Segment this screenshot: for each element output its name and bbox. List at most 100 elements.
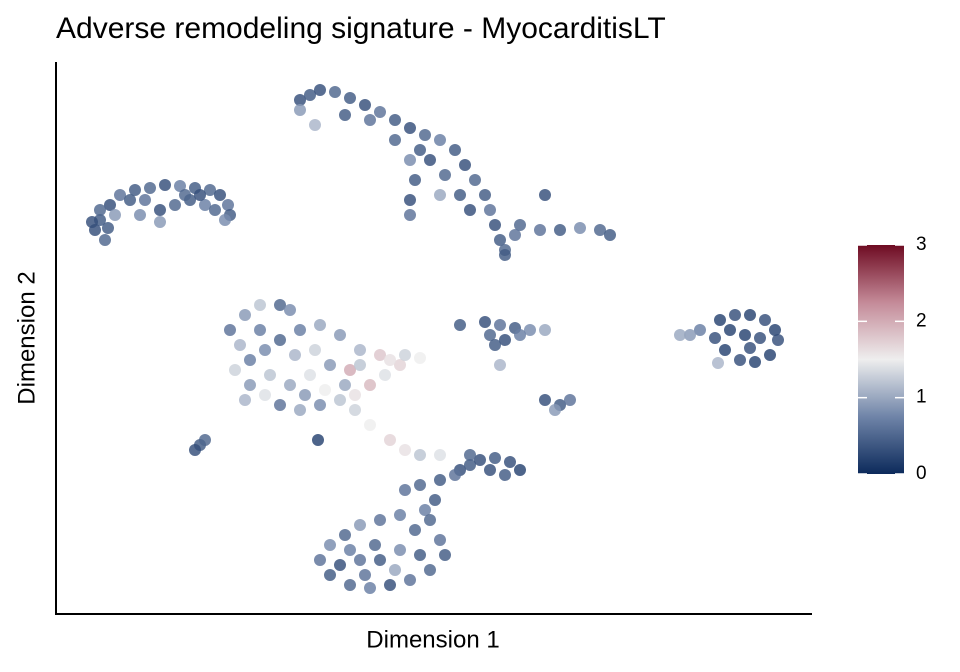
point bbox=[759, 314, 771, 326]
point bbox=[489, 339, 501, 351]
point bbox=[394, 359, 406, 371]
point bbox=[489, 219, 501, 231]
point bbox=[284, 304, 296, 316]
y-axis-label: Dimension 2 bbox=[13, 271, 40, 404]
point bbox=[739, 329, 751, 341]
point bbox=[389, 564, 401, 576]
point bbox=[124, 194, 136, 206]
point bbox=[399, 484, 411, 496]
colorbar-tick-label: 1 bbox=[916, 387, 927, 408]
point bbox=[354, 344, 366, 356]
point bbox=[344, 579, 356, 591]
point bbox=[539, 394, 551, 406]
point bbox=[324, 539, 336, 551]
point bbox=[394, 509, 406, 521]
point bbox=[409, 524, 421, 536]
point bbox=[484, 329, 496, 341]
colorbar-tick-label: 3 bbox=[916, 234, 927, 255]
point bbox=[734, 354, 746, 366]
point bbox=[329, 86, 341, 98]
point bbox=[139, 194, 151, 206]
point bbox=[244, 379, 256, 391]
point bbox=[404, 209, 416, 221]
point bbox=[404, 574, 416, 586]
point bbox=[414, 479, 426, 491]
point bbox=[309, 344, 321, 356]
colorbar-tick-label: 0 bbox=[916, 463, 927, 484]
point bbox=[484, 464, 496, 476]
point bbox=[754, 332, 766, 344]
point bbox=[504, 456, 516, 468]
point bbox=[339, 529, 351, 541]
point bbox=[294, 324, 306, 336]
point bbox=[304, 89, 316, 101]
point bbox=[404, 194, 416, 206]
point bbox=[209, 204, 221, 216]
point bbox=[309, 119, 321, 131]
point bbox=[464, 204, 476, 216]
point bbox=[719, 344, 731, 356]
point bbox=[379, 369, 391, 381]
point bbox=[299, 389, 311, 401]
point bbox=[514, 219, 526, 231]
point bbox=[714, 314, 726, 326]
point bbox=[494, 319, 506, 331]
point bbox=[294, 104, 306, 116]
point bbox=[134, 209, 146, 221]
point bbox=[464, 449, 476, 461]
point bbox=[399, 349, 411, 361]
point bbox=[359, 569, 371, 581]
point bbox=[274, 299, 286, 311]
point bbox=[314, 319, 326, 331]
point bbox=[749, 356, 761, 368]
point bbox=[439, 169, 451, 181]
point bbox=[334, 394, 346, 406]
points-layer bbox=[86, 84, 784, 594]
point bbox=[414, 352, 426, 364]
point bbox=[764, 349, 776, 361]
point bbox=[199, 199, 211, 211]
point bbox=[199, 434, 211, 446]
point bbox=[594, 224, 606, 236]
point bbox=[284, 379, 296, 391]
point bbox=[712, 357, 724, 369]
point bbox=[239, 394, 251, 406]
colorbar-tick-label: 2 bbox=[916, 310, 927, 331]
point bbox=[389, 114, 401, 126]
point bbox=[479, 316, 491, 328]
point bbox=[369, 539, 381, 551]
point bbox=[219, 214, 231, 226]
point bbox=[312, 434, 324, 446]
point bbox=[424, 564, 436, 576]
point bbox=[709, 332, 721, 344]
point bbox=[364, 379, 376, 391]
point bbox=[254, 324, 266, 336]
point bbox=[404, 122, 416, 134]
point bbox=[454, 189, 466, 201]
point bbox=[454, 319, 466, 331]
point bbox=[234, 339, 246, 351]
point bbox=[374, 106, 386, 118]
point bbox=[374, 349, 386, 361]
point bbox=[479, 189, 491, 201]
point bbox=[484, 204, 496, 216]
point bbox=[354, 359, 366, 371]
colorbar: 0 1 2 3 bbox=[858, 234, 927, 484]
point bbox=[354, 519, 366, 531]
point bbox=[424, 154, 436, 166]
point bbox=[549, 404, 561, 416]
point bbox=[339, 379, 351, 391]
point bbox=[414, 549, 426, 561]
point bbox=[449, 144, 461, 156]
point bbox=[359, 99, 371, 111]
point bbox=[314, 554, 326, 566]
point bbox=[324, 359, 336, 371]
colorbar-gradient bbox=[858, 245, 904, 474]
point bbox=[239, 309, 251, 321]
point bbox=[169, 199, 181, 211]
point bbox=[469, 174, 481, 186]
point bbox=[339, 109, 351, 121]
point bbox=[539, 324, 551, 336]
point bbox=[424, 514, 436, 526]
